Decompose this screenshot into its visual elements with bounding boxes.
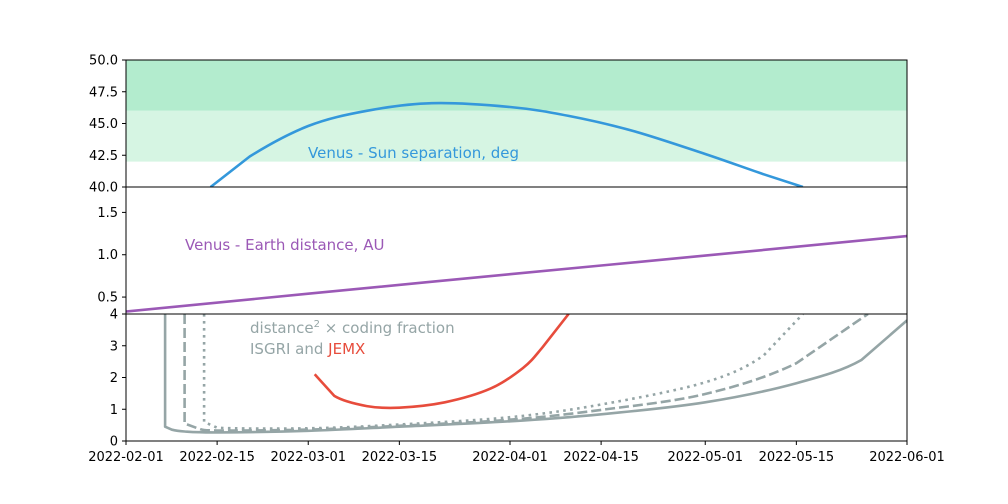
coding-annotation-sup: 2 [314,319,320,330]
coding-ytick-label: 3 [110,339,118,354]
separation-plot-area [209,101,804,187]
xtick-label: 2022-04-01 [472,450,548,465]
coding-ytick-label: 2 [110,371,118,386]
xtick-label: 2022-02-15 [179,450,255,465]
coding-ytick-label: 0 [110,435,118,450]
distance-ytick-label: 0.5 [97,291,118,306]
separation-ytick-label: 45.0 [89,117,118,132]
instruments-isgri: ISGRI and [250,340,328,358]
coding-plot-area [163,314,907,434]
separation-annotation: Venus - Sun separation, deg [308,144,519,162]
xtick-label: 2022-03-15 [362,450,438,465]
distance-ytick-label: 1.5 [97,206,118,221]
xtick-label: 2022-06-01 [869,450,945,465]
xtick-label: 2022-02-01 [88,450,164,465]
coding-annotation: distance2 × coding fraction [250,319,455,337]
distance-annotation: Venus - Earth distance, AU [185,236,384,254]
distance-ytick-label: 1.0 [97,248,118,263]
separation-ytick-label: 50.0 [89,54,118,69]
xtick-label: 2022-05-01 [667,450,743,465]
coding-annotation-prefix: distance [250,319,314,337]
distance-series-solid-0 [126,234,907,313]
coding-series-dotted-2 [202,314,804,430]
xtick-label: 2022-05-15 [759,450,835,465]
instruments-jemx: JEMX [327,340,365,358]
separation-series-solid-0 [209,101,804,187]
instruments-annotation: ISGRI and JEMX [250,340,365,358]
separation-ytick-label: 47.5 [89,85,118,100]
distance-plot-area [126,234,907,313]
xtick-label: 2022-04-15 [563,450,639,465]
separation-panel: 40.0 42.5 45.0 47.5 50.0 [89,54,908,196]
coding-ytick-label: 1 [110,403,118,418]
xtick-label: 2022-03-01 [270,450,346,465]
separation-band-0 [126,60,907,111]
coding-ytick-label: 4 [110,308,118,323]
separation-ytick-label: 40.0 [89,181,118,196]
separation-ytick-label: 42.5 [89,149,118,164]
coding-panel: 0 1 2 3 4 2022-02-01 2022-02-15 2022-03-01 2022-… [88,308,945,466]
coding-annotation-suffix: × coding fraction [320,319,455,337]
coding-series-solid-3 [313,314,570,410]
